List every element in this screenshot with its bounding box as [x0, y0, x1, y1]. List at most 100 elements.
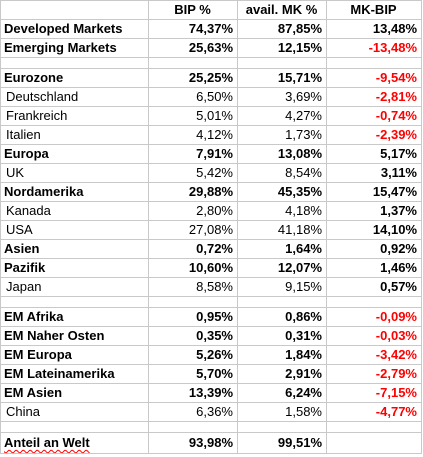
bip-cell[interactable]: 6,50%	[148, 87, 238, 107]
row-label[interactable]: EM Europa	[0, 345, 149, 365]
bip-cell[interactable]: 6,36%	[148, 402, 238, 422]
row-label[interactable]: EM Asien	[0, 383, 149, 403]
diff-cell[interactable]: 13,48%	[326, 19, 422, 39]
mk-cell[interactable]: 8,54%	[237, 163, 327, 183]
mk-cell[interactable]: 41,18%	[237, 220, 327, 240]
empty-cell[interactable]	[148, 421, 238, 433]
diff-cell[interactable]: 5,17%	[326, 144, 422, 164]
bip-cell[interactable]: 4,12%	[148, 125, 238, 145]
diff-cell[interactable]: 1,37%	[326, 201, 422, 221]
bip-cell[interactable]: 5,70%	[148, 364, 238, 384]
row-label[interactable]: Asien	[0, 239, 149, 259]
mk-cell[interactable]: 6,24%	[237, 383, 327, 403]
row-label[interactable]: Nordamerika	[0, 182, 149, 202]
mk-cell[interactable]: 87,85%	[237, 19, 327, 39]
row-label[interactable]: Deutschland	[0, 87, 149, 107]
mk-cell[interactable]: 9,15%	[237, 277, 327, 297]
row-label[interactable]: UK	[0, 163, 149, 183]
empty-cell[interactable]	[326, 296, 422, 308]
mk-cell[interactable]: 4,27%	[237, 106, 327, 126]
mk-cell[interactable]: 4,18%	[237, 201, 327, 221]
mk-cell[interactable]: 12,15%	[237, 38, 327, 58]
diff-cell[interactable]: -2,79%	[326, 364, 422, 384]
bip-cell[interactable]: 5,42%	[148, 163, 238, 183]
row-label[interactable]: Pazifik	[0, 258, 149, 278]
empty-cell[interactable]	[326, 421, 422, 433]
mk-cell[interactable]: 0,86%	[237, 307, 327, 327]
diff-cell[interactable]: -0,03%	[326, 326, 422, 346]
bip-cell[interactable]: 8,58%	[148, 277, 238, 297]
mk-cell[interactable]: 1,58%	[237, 402, 327, 422]
diff-cell[interactable]: -13,48%	[326, 38, 422, 58]
diff-cell[interactable]: -0,74%	[326, 106, 422, 126]
mk-cell[interactable]: 2,91%	[237, 364, 327, 384]
row-label[interactable]: EM Lateinamerika	[0, 364, 149, 384]
mk-cell[interactable]: 1,73%	[237, 125, 327, 145]
bip-cell[interactable]: 0,35%	[148, 326, 238, 346]
diff-cell[interactable]: 0,92%	[326, 239, 422, 259]
mk-cell[interactable]: 3,69%	[237, 87, 327, 107]
row-label[interactable]: EM Naher Osten	[0, 326, 149, 346]
diff-cell[interactable]: 15,47%	[326, 182, 422, 202]
diff-cell[interactable]: -2,81%	[326, 87, 422, 107]
mk-cell[interactable]: 0,31%	[237, 326, 327, 346]
empty-cell[interactable]	[148, 296, 238, 308]
empty-cell[interactable]	[237, 421, 327, 433]
bip-cell[interactable]: 27,08%	[148, 220, 238, 240]
diff-cell[interactable]: -0,09%	[326, 307, 422, 327]
empty-cell[interactable]	[0, 296, 149, 308]
row-label[interactable]: Emerging Markets	[0, 38, 149, 58]
empty-cell[interactable]	[0, 421, 149, 433]
diff-cell[interactable]: 14,10%	[326, 220, 422, 240]
diff-cell[interactable]: -4,77%	[326, 402, 422, 422]
row-label[interactable]: Japan	[0, 277, 149, 297]
bip-cell[interactable]: 7,91%	[148, 144, 238, 164]
mk-cell[interactable]: 1,64%	[237, 239, 327, 259]
bip-cell[interactable]: 0,72%	[148, 239, 238, 259]
mk-cell[interactable]: 15,71%	[237, 68, 327, 88]
bip-cell[interactable]: 5,26%	[148, 345, 238, 365]
bip-cell[interactable]: 10,60%	[148, 258, 238, 278]
empty-cell[interactable]	[148, 57, 238, 69]
diff-cell[interactable]: 0,57%	[326, 277, 422, 297]
diff-cell[interactable]: 3,11%	[326, 163, 422, 183]
row-label[interactable]: China	[0, 402, 149, 422]
mk-cell[interactable]: 12,07%	[237, 258, 327, 278]
total-bip-cell[interactable]: 93,98%	[148, 432, 238, 454]
empty-cell[interactable]	[326, 57, 422, 69]
bip-cell[interactable]: 2,80%	[148, 201, 238, 221]
bip-cell[interactable]: 74,37%	[148, 19, 238, 39]
header-cell-mk-bip[interactable]: MK-BIP	[326, 0, 422, 20]
row-label[interactable]: Eurozone	[0, 68, 149, 88]
diff-cell[interactable]: -2,39%	[326, 125, 422, 145]
mk-cell[interactable]: 13,08%	[237, 144, 327, 164]
header-cell-label[interactable]	[0, 0, 149, 20]
empty-cell[interactable]	[237, 57, 327, 69]
empty-cell[interactable]	[237, 296, 327, 308]
row-label[interactable]: Kanada	[0, 201, 149, 221]
bip-cell[interactable]: 13,39%	[148, 383, 238, 403]
diff-cell[interactable]: -3,42%	[326, 345, 422, 365]
bip-cell[interactable]: 5,01%	[148, 106, 238, 126]
diff-cell[interactable]: -9,54%	[326, 68, 422, 88]
bip-cell[interactable]: 25,63%	[148, 38, 238, 58]
row-label[interactable]: Italien	[0, 125, 149, 145]
bip-cell[interactable]: 25,25%	[148, 68, 238, 88]
row-label[interactable]: Europa	[0, 144, 149, 164]
total-mk-cell[interactable]: 99,51%	[237, 432, 327, 454]
row-label[interactable]: USA	[0, 220, 149, 240]
header-cell-avail-mk[interactable]: avail. MK %	[237, 0, 327, 20]
row-label[interactable]: Frankreich	[0, 106, 149, 126]
mk-cell[interactable]: 45,35%	[237, 182, 327, 202]
total-diff-cell[interactable]	[326, 432, 422, 454]
empty-cell[interactable]	[0, 57, 149, 69]
total-label-cell[interactable]: Anteil an Welt	[0, 432, 149, 454]
header-cell-bip[interactable]: BIP %	[148, 0, 238, 20]
row-label[interactable]: Developed Markets	[0, 19, 149, 39]
bip-cell[interactable]: 0,95%	[148, 307, 238, 327]
bip-cell[interactable]: 29,88%	[148, 182, 238, 202]
diff-cell[interactable]: 1,46%	[326, 258, 422, 278]
mk-cell[interactable]: 1,84%	[237, 345, 327, 365]
row-label[interactable]: EM Afrika	[0, 307, 149, 327]
diff-cell[interactable]: -7,15%	[326, 383, 422, 403]
